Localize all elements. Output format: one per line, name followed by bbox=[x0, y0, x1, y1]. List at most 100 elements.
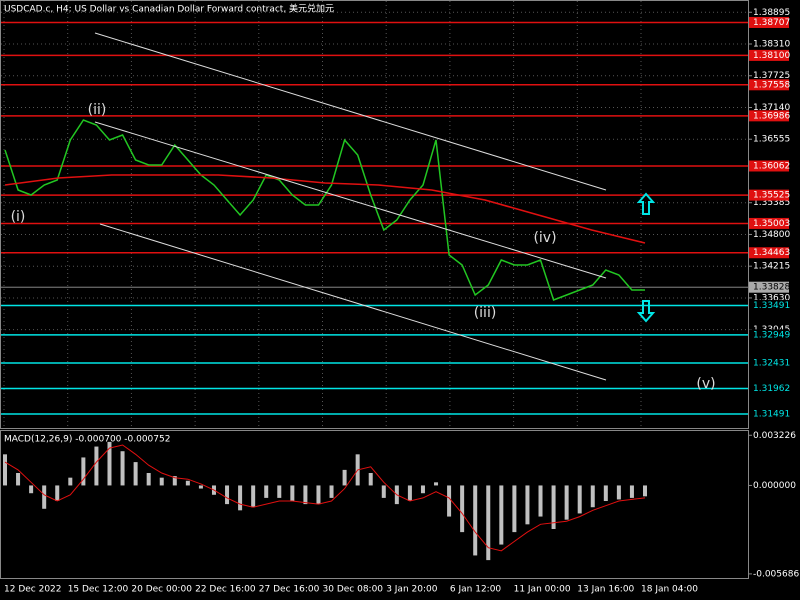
y-tick-label: 0.000000 bbox=[753, 481, 796, 491]
channel-line bbox=[99, 223, 607, 381]
level-label: 1.38707 bbox=[753, 18, 790, 28]
x-tick-label: 12 Dec 2022 bbox=[4, 585, 62, 595]
y-tick-label: -0.005686 bbox=[753, 569, 799, 579]
x-tick-label: 6 Jan 12:00 bbox=[450, 585, 502, 595]
level-label-box bbox=[749, 329, 789, 341]
channel-line bbox=[94, 32, 607, 191]
x-tick-label: 11 Jan 00:00 bbox=[514, 585, 571, 595]
level-label: 1.31962 bbox=[753, 384, 790, 394]
chart-title: USDCAD.c, H4: US Dollar vs Canadian Doll… bbox=[4, 3, 334, 15]
level-label: 1.36986 bbox=[753, 111, 790, 121]
level-label: 1.36062 bbox=[753, 161, 790, 171]
macd-bar bbox=[251, 485, 256, 508]
wave-label: (ii) bbox=[88, 102, 107, 118]
macd-bar bbox=[616, 485, 621, 500]
macd-bar bbox=[551, 485, 556, 529]
level-label-box bbox=[749, 79, 789, 91]
macd-bar bbox=[342, 469, 347, 486]
wave-label: (iii) bbox=[474, 305, 497, 321]
macd-bar bbox=[264, 485, 269, 498]
macd-bar bbox=[238, 485, 243, 511]
level-label: 1.33491 bbox=[753, 301, 790, 311]
level-label: 1.34463 bbox=[753, 248, 790, 258]
x-tick-label: 15 Dec 12:00 bbox=[68, 585, 129, 595]
macd-bar bbox=[590, 485, 595, 508]
level-label-box bbox=[749, 49, 789, 61]
arrow-down bbox=[636, 300, 656, 323]
macd-bar bbox=[643, 485, 647, 497]
level-label-box bbox=[749, 16, 789, 28]
macd-bar bbox=[603, 485, 608, 501]
macd-bar bbox=[120, 451, 125, 486]
price-panel bbox=[0, 0, 749, 429]
level-label: 1.37558 bbox=[753, 80, 790, 90]
level-label: 1.32431 bbox=[753, 358, 790, 368]
macd-bar bbox=[316, 485, 321, 505]
x-tick-label: 20 Dec 00:00 bbox=[131, 585, 192, 595]
x-tick-label: 30 Dec 08:00 bbox=[323, 585, 384, 595]
macd-bar bbox=[107, 441, 112, 486]
macd-bar bbox=[447, 485, 452, 517]
macd-bar bbox=[473, 485, 478, 556]
macd-bar bbox=[290, 485, 295, 501]
macd-panel bbox=[0, 430, 749, 579]
wave-label: (i) bbox=[11, 209, 26, 225]
level-label-box bbox=[749, 382, 789, 394]
level-label-box bbox=[749, 189, 789, 201]
macd-bar bbox=[381, 485, 386, 498]
current-price-label: 1.33828 bbox=[753, 283, 790, 293]
y-tick-label: 1.38310 bbox=[753, 40, 790, 50]
x-tick-label: 22 Dec 16:00 bbox=[195, 585, 256, 595]
level-label-box bbox=[749, 299, 789, 311]
moving-average bbox=[4, 174, 646, 244]
current-price-box bbox=[749, 281, 789, 293]
macd-bar bbox=[420, 485, 425, 494]
level-label-box bbox=[749, 357, 789, 369]
macd-bar bbox=[16, 473, 21, 486]
macd-bar bbox=[499, 485, 504, 545]
macd-bar bbox=[460, 485, 465, 533]
price-line bbox=[4, 119, 645, 301]
level-label-box bbox=[749, 160, 789, 172]
macd-bar bbox=[225, 485, 230, 505]
x-tick-label: 18 Jan 04:00 bbox=[641, 585, 698, 595]
macd-bar bbox=[629, 485, 634, 498]
arrow-up bbox=[636, 192, 656, 215]
level-label: 1.32949 bbox=[753, 330, 790, 340]
macd-bar bbox=[133, 462, 138, 486]
macd-bar bbox=[486, 485, 491, 561]
y-tick-label: 1.37725 bbox=[753, 71, 790, 81]
y-tick-label: 1.34215 bbox=[753, 262, 790, 272]
macd-bar bbox=[81, 457, 86, 486]
y-tick-label: 1.36555 bbox=[753, 135, 790, 145]
y-tick-label: 1.35385 bbox=[753, 198, 790, 208]
level-label-box bbox=[749, 247, 789, 259]
x-tick-label: 27 Dec 16:00 bbox=[259, 585, 320, 595]
macd-bar bbox=[434, 482, 439, 486]
level-label-box bbox=[749, 110, 789, 122]
macd-bar bbox=[3, 454, 7, 486]
macd-bar bbox=[564, 485, 569, 520]
level-label: 1.31491 bbox=[753, 410, 790, 420]
macd-bar bbox=[538, 485, 543, 517]
macd-bar bbox=[577, 485, 582, 514]
macd-bar bbox=[172, 476, 177, 486]
y-tick-label: 1.33630 bbox=[753, 293, 790, 303]
macd-bar bbox=[198, 485, 203, 489]
channel-line bbox=[94, 121, 607, 279]
x-tick-label: 3 Jan 20:00 bbox=[386, 585, 438, 595]
macd-bar bbox=[29, 485, 34, 494]
level-label-box bbox=[749, 217, 789, 229]
macd-bar bbox=[159, 477, 164, 486]
macd-bar bbox=[55, 485, 60, 501]
macd-bar bbox=[185, 480, 190, 486]
signal-line bbox=[4, 444, 646, 552]
y-tick-label: 1.34800 bbox=[753, 230, 790, 240]
macd-bar bbox=[303, 485, 308, 505]
macd-bar bbox=[42, 485, 47, 509]
macd-bar bbox=[329, 485, 334, 498]
macd-bar bbox=[277, 485, 282, 498]
macd-bar bbox=[525, 485, 530, 525]
